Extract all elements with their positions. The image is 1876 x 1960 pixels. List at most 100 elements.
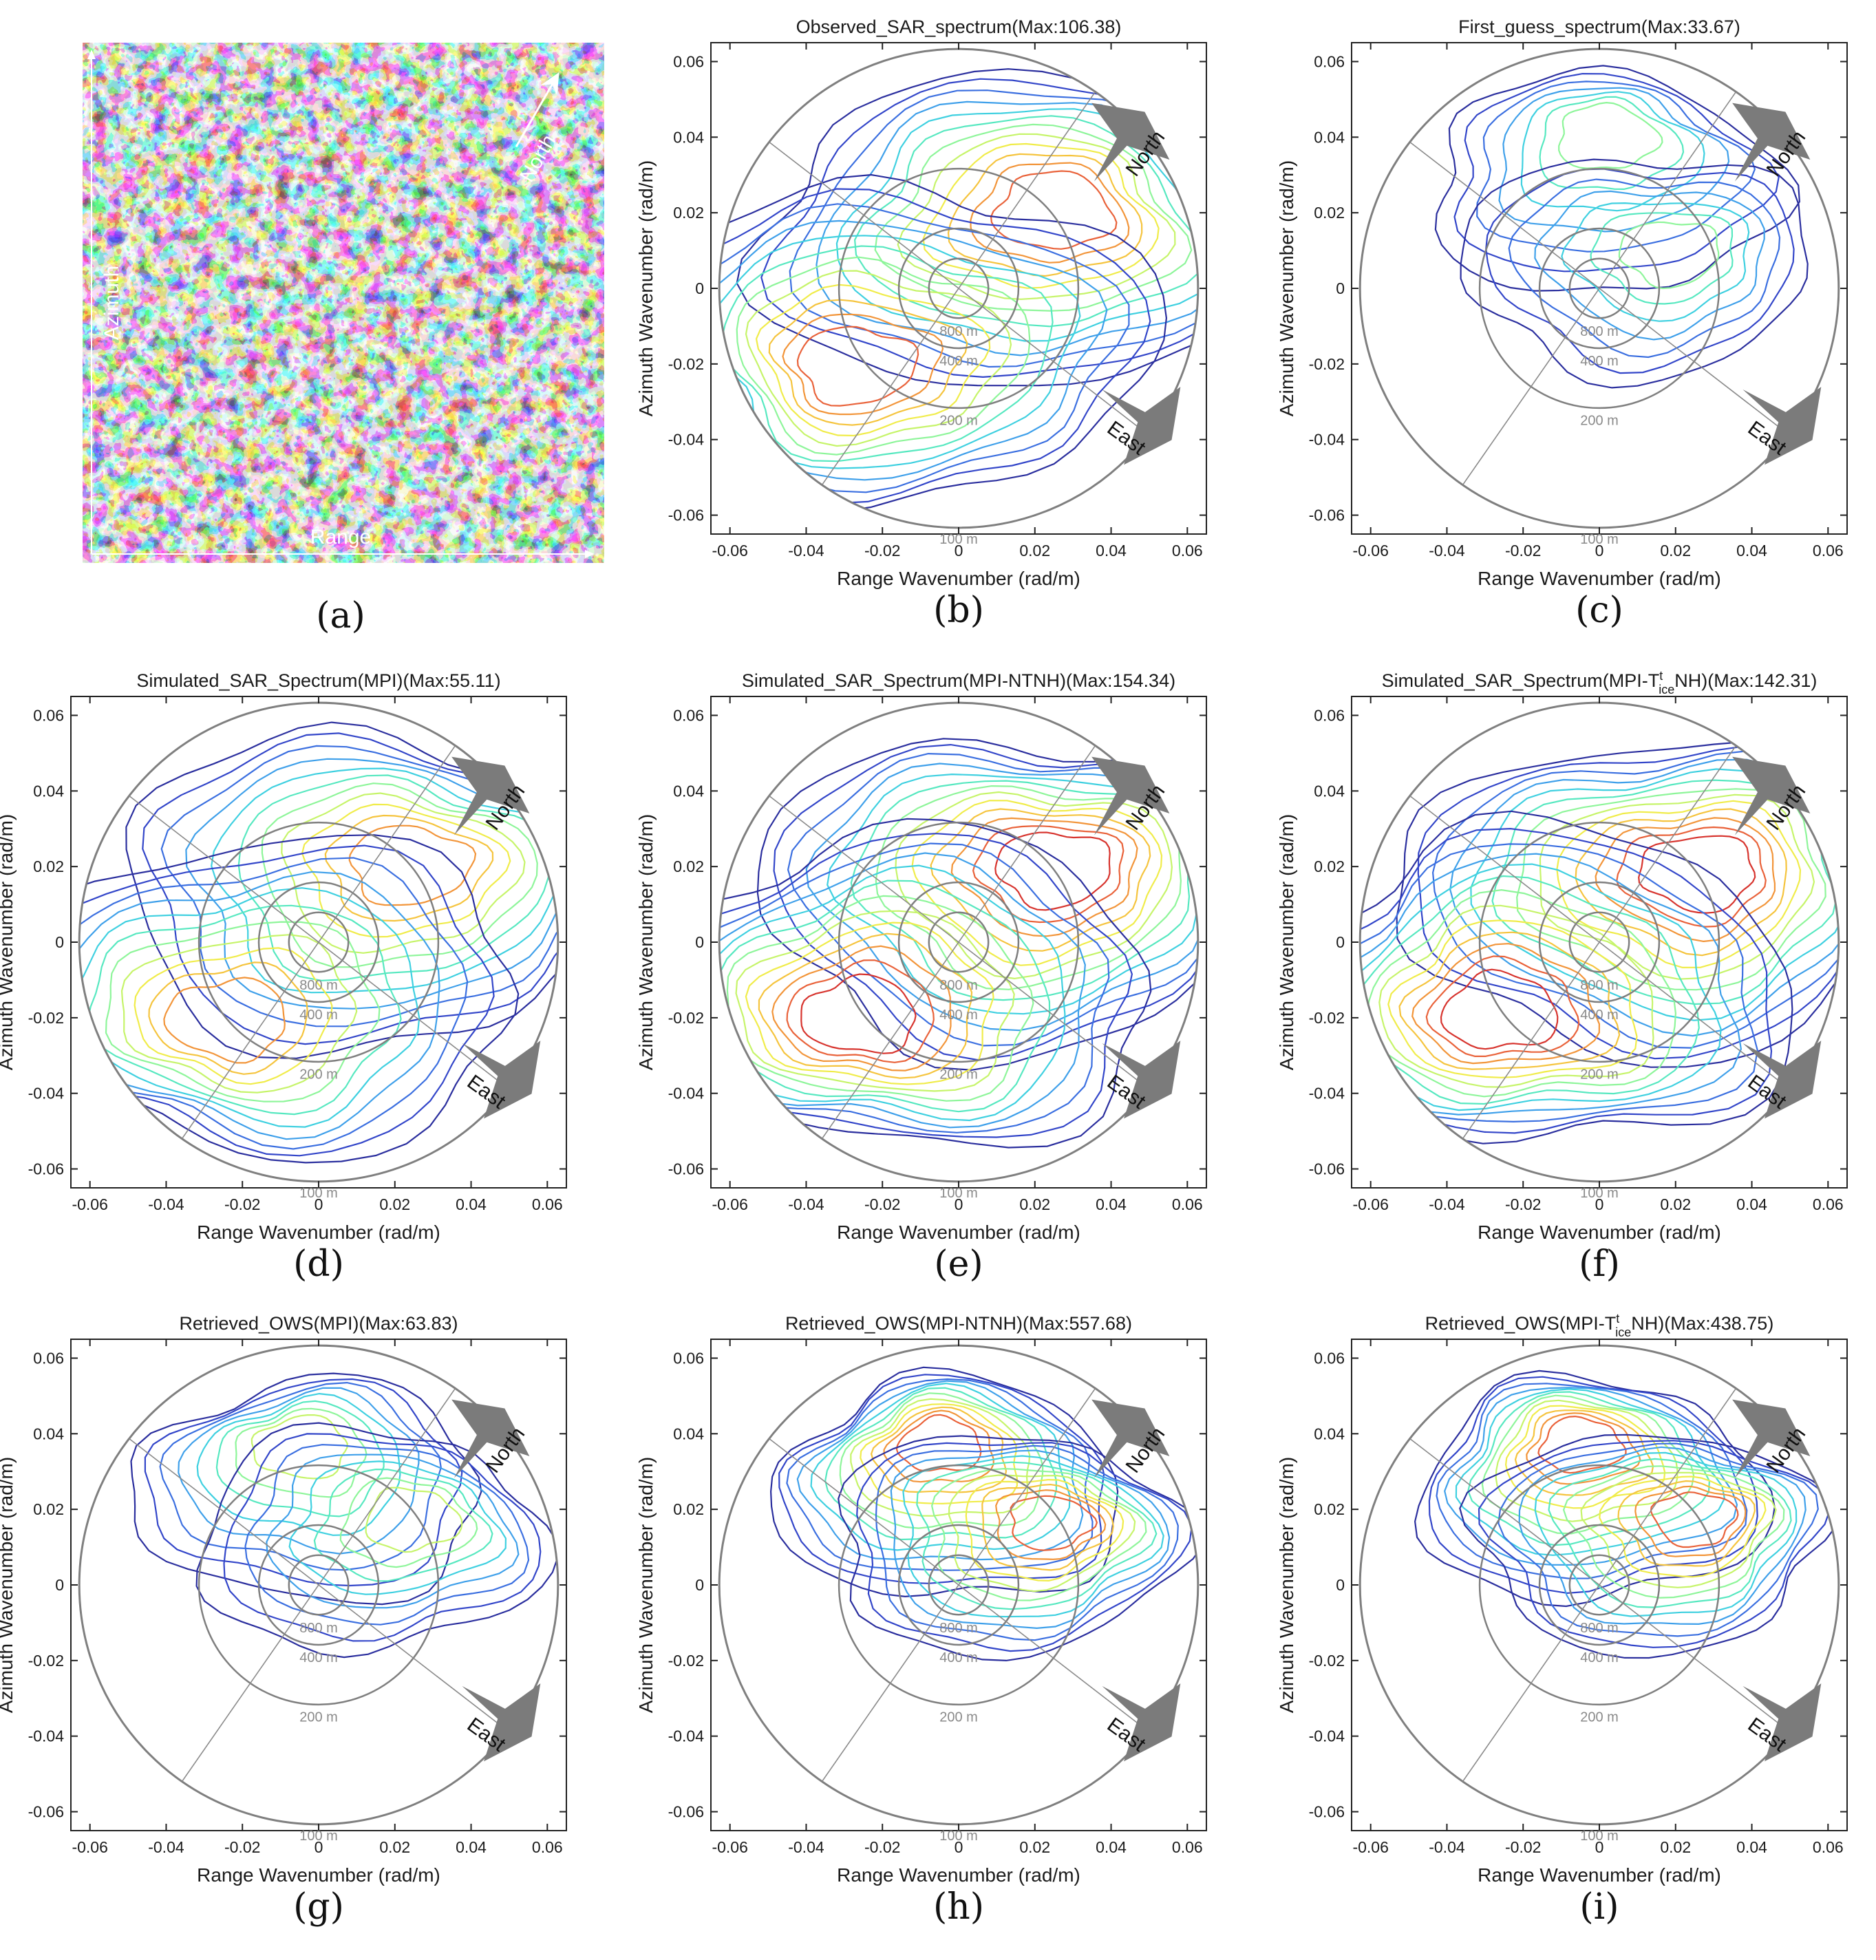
panel-letter: (b) <box>933 590 984 631</box>
contour-line <box>1556 800 1802 969</box>
contour-line <box>972 825 1124 924</box>
contour-line <box>1453 72 1780 273</box>
x-tick-label: -0.06 <box>712 1838 747 1856</box>
ring-label: 400 m <box>939 1650 978 1665</box>
x-tick-label: -0.02 <box>864 542 900 560</box>
y-tick-label: 0.02 <box>673 1500 704 1518</box>
ring-label: 400 m <box>1580 1650 1619 1665</box>
contour-line <box>1360 863 1722 1111</box>
ring-label: 100 m <box>1580 1186 1619 1201</box>
x-tick-label: 0.04 <box>456 1838 487 1856</box>
y-tick-label: -0.04 <box>668 431 705 449</box>
y-tick-label: -0.04 <box>28 1085 65 1102</box>
wavelength-ring <box>1478 1464 1720 1706</box>
contour-line <box>719 220 1108 481</box>
chart-title: Simulated_SAR_Spectrum(MPI-Tt iceNH)(Max:… <box>1382 669 1818 696</box>
wavelength-ring <box>928 911 990 973</box>
y-tick-label: -0.02 <box>668 1652 704 1670</box>
contour-line <box>789 89 1198 368</box>
ring-label: 100 m <box>1580 532 1619 547</box>
ring-label: 100 m <box>299 1829 338 1844</box>
x-tick-label: 0.02 <box>1019 1838 1050 1856</box>
contour-line <box>120 934 358 1094</box>
y-tick-label: 0 <box>695 1576 704 1594</box>
y-axis-label: Azimuth Wavenumber (rad/m) <box>1276 1457 1297 1713</box>
contour-line <box>1618 221 1720 290</box>
chart-title: First_guess_spectrum(Max:33.67) <box>1458 17 1740 37</box>
chart-title: Retrieved_OWS(MPI-Tt iceNH)(Max:438.75) <box>1425 1312 1774 1339</box>
contour-line <box>1436 1383 1748 1579</box>
x-tick-label: -0.06 <box>1352 542 1388 560</box>
east-arrow: East <box>1742 387 1822 465</box>
contour-line <box>159 1381 442 1571</box>
contour-line <box>163 977 286 1064</box>
y-axis-label: Azimuth Wavenumber (rad/m) <box>0 814 17 1070</box>
y-tick-label: -0.06 <box>28 1803 64 1821</box>
contour-line <box>178 1387 420 1555</box>
east-arrow: East <box>462 1683 541 1762</box>
panel-letter: (h) <box>933 1886 984 1928</box>
contour-line <box>719 852 1086 1129</box>
contour-line <box>185 758 558 1010</box>
x-tick-label: 0.02 <box>1660 1838 1691 1856</box>
y-tick-label: -0.04 <box>28 1727 65 1745</box>
y-tick-label: 0.04 <box>1314 128 1345 146</box>
contour-line <box>86 904 402 1116</box>
contour-line <box>1425 955 1580 1057</box>
wavelength-ring <box>1568 257 1630 319</box>
ring-label: 400 m <box>939 354 978 369</box>
y-tick-label: -0.02 <box>668 1009 704 1027</box>
wavelength-ring <box>198 1464 440 1706</box>
contour-line <box>719 188 1151 504</box>
y-tick-label: 0.02 <box>33 858 64 875</box>
contour-line <box>800 973 917 1054</box>
contour-line <box>1548 1458 1792 1608</box>
contour-line <box>1459 1434 1839 1659</box>
x-tick-label: 0.02 <box>1660 542 1691 560</box>
contour-line <box>970 162 1130 264</box>
x-tick-label: -0.02 <box>224 1838 260 1856</box>
contour-line <box>134 947 333 1085</box>
x-tick-label: -0.02 <box>864 1195 900 1213</box>
north-axis-line <box>182 1388 456 1782</box>
contour-line <box>281 792 526 954</box>
y-tick-label: 0.06 <box>33 1349 64 1367</box>
wavelength-ring <box>897 881 1020 1003</box>
x-axis-label: Range Wavenumber (rad/m) <box>1478 568 1721 589</box>
y-axis-label: Azimuth Wavenumber (rad/m) <box>635 160 657 416</box>
contour-line <box>735 910 1015 1092</box>
contour-line <box>856 1442 1193 1652</box>
y-tick-label: 0.06 <box>673 52 704 70</box>
x-tick-label: 0.04 <box>1736 1838 1767 1856</box>
contour-line <box>1537 1415 1627 1474</box>
contour-line <box>1561 202 1750 322</box>
contour-line <box>810 1382 1071 1551</box>
x-axis-label: Range Wavenumber (rad/m) <box>197 1864 440 1886</box>
x-tick-label: 0.02 <box>1019 542 1050 560</box>
ring-label: 800 m <box>299 978 338 993</box>
north-arrow: North <box>1091 756 1170 835</box>
north-arrow: North <box>1732 756 1811 835</box>
x-tick-label: 0.02 <box>379 1195 410 1213</box>
y-tick-label: 0.02 <box>673 204 704 222</box>
contour-line <box>1414 1370 1776 1608</box>
x-tick-label: 0 <box>1595 1838 1604 1856</box>
contour-line <box>782 313 944 416</box>
x-tick-label: 0 <box>315 1195 323 1213</box>
contour-line <box>990 170 1118 250</box>
contour-line <box>1534 190 1765 341</box>
wavelength-ring <box>288 1554 350 1616</box>
x-tick-label: -0.04 <box>788 542 824 560</box>
x-tick-label: -0.04 <box>1429 542 1465 560</box>
chart-title: Simulated_SAR_Spectrum(MPI-NTNH)(Max:154… <box>742 670 1175 691</box>
wavelength-ring <box>1568 911 1630 973</box>
contour-line <box>160 745 558 1027</box>
contour-line <box>1650 1491 1739 1548</box>
contour-line <box>947 153 1143 277</box>
contour-line <box>897 133 1176 300</box>
contour-line <box>948 1474 1136 1592</box>
wavelength-ring <box>1478 167 1720 409</box>
wavelength-ring <box>897 227 1020 350</box>
